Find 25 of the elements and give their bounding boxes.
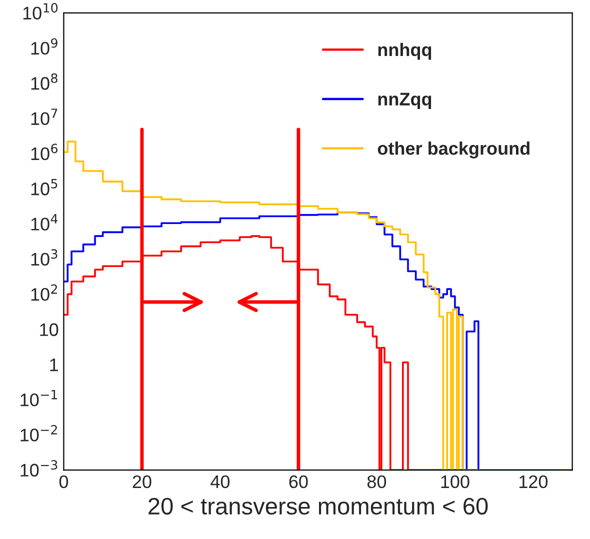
y-tick-label: 10$^{10}$: [23, 3, 58, 20]
x-tick-label: 80: [367, 475, 386, 488]
y-tick-label: 10$^{−3}$: [20, 460, 58, 477]
y-tick-label: 10$^{5}$: [31, 179, 58, 196]
x-tick-label: 40: [210, 475, 230, 488]
legend-label: nnZqq: [378, 92, 432, 110]
y-tick-label: 1: [50, 358, 58, 372]
y-tick-label: 10: [40, 323, 58, 336]
x-axis-title: 20 < transverse momentum < 60: [148, 498, 488, 515]
y-tick-label: 10$^{6}$: [31, 144, 58, 160]
y-tick-label: 10$^{4}$: [31, 214, 58, 230]
x-tick-label: 60: [289, 475, 308, 488]
x-tick-label: 20: [132, 475, 152, 488]
y-tick-label: 10$^{−2}$: [20, 424, 57, 442]
y-tick-label: 10$^{7}$: [31, 108, 58, 126]
x-tick-label: 100: [441, 475, 470, 488]
y-tick-label: 10$^{3}$: [31, 249, 58, 266]
x-tick-label: 120: [519, 475, 548, 488]
y-tick-label: 10$^{2}$: [31, 284, 57, 301]
x-tick-label: 0: [59, 475, 68, 488]
y-tick-label: 10$^{8}$: [31, 73, 58, 90]
y-tick-label: 10$^{−1}$: [20, 390, 58, 406]
y-tick-label: 10$^{9}$: [31, 38, 58, 55]
legend-label: nnhqq: [378, 42, 432, 60]
legend-label: other background: [378, 142, 530, 158]
